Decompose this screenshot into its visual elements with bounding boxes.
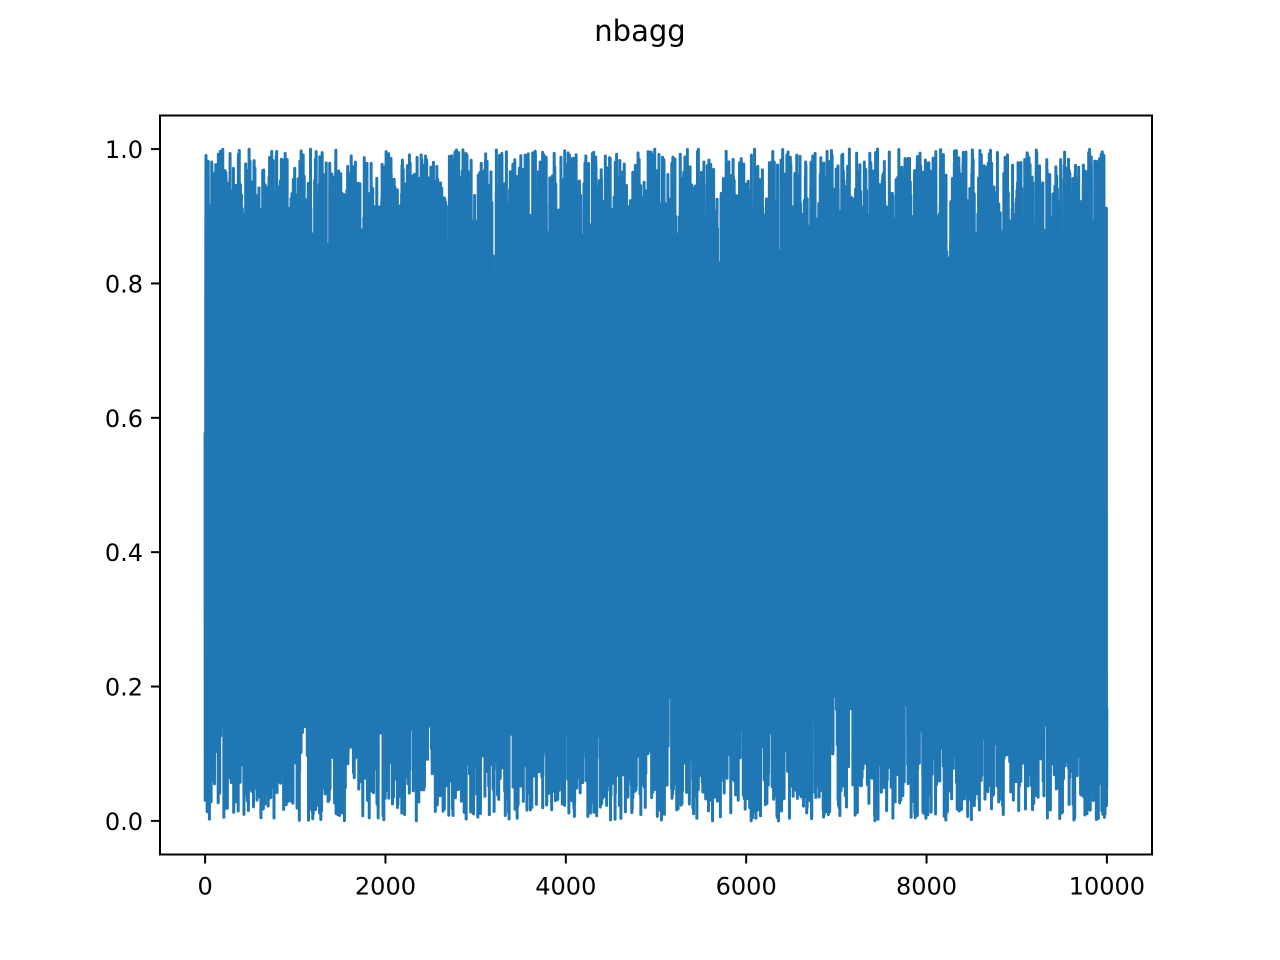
y-tick-label: 1.0 bbox=[105, 136, 143, 164]
y-tick-label: 0.4 bbox=[105, 539, 143, 567]
x-tick-label: 10000 bbox=[1069, 873, 1145, 901]
y-tick-label: 0.6 bbox=[105, 405, 143, 433]
series-line-0 bbox=[203, 147, 1109, 823]
x-tick-label: 0 bbox=[197, 873, 212, 901]
y-tick-label: 0.0 bbox=[105, 808, 143, 836]
x-tick-label: 6000 bbox=[716, 873, 777, 901]
x-tick-label: 4000 bbox=[535, 873, 596, 901]
y-tick-label: 0.2 bbox=[105, 674, 143, 702]
chart-title: nbagg bbox=[594, 14, 686, 48]
x-tick-label: 2000 bbox=[355, 873, 416, 901]
axes-frame bbox=[159, 114, 1153, 856]
y-tick-label: 0.8 bbox=[105, 270, 143, 298]
x-tick-label: 8000 bbox=[896, 873, 957, 901]
